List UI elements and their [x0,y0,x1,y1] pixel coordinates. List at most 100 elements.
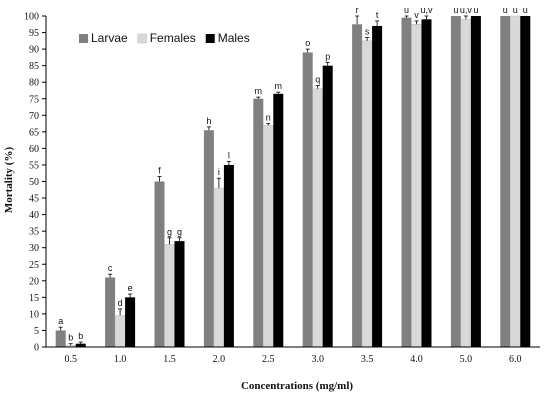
x-tick-label: 5.0 [460,354,473,365]
legend-label: Larvae [91,31,128,45]
bar-females-5.0 [460,19,472,348]
error-bar-larvae-1.0 [108,273,113,278]
y-tick-label: 30 [29,243,39,254]
y-tick-label: 55 [29,160,39,171]
x-tick-label: 0.5 [64,354,77,365]
bar-larvae-3.5 [352,24,363,348]
y-tick-label: 25 [29,260,39,271]
bar-females-2.0 [213,187,225,348]
y-axis-ticks: 0 5 10 15 20 25 30 35 40 45 50 55 60 65 70 75 80 85 90 95 10… [24,12,46,354]
x-axis-label: Concentrations (mg/ml) [241,380,353,392]
x-tick-label: 2.5 [262,354,275,365]
bar-larvae-2.5 [253,98,264,347]
bar-females-3.0 [312,88,323,348]
error-bar-females-0.5 [68,343,73,346]
letter-males-5.0: u [473,5,478,15]
legend-swatch [79,34,88,43]
letter-males-1.5: g [177,227,182,237]
legend-item-larvae: Larvae [79,31,128,45]
letter-larvae-1.0: c [108,263,113,273]
error-bar-larvae-0.5 [58,326,63,331]
y-tick-label: 90 [29,45,39,56]
bar-males-4.0 [421,19,432,348]
error-bar-females-1.0 [118,308,123,316]
y-tick-label: 15 [29,293,39,304]
error-bar-males-1.0 [128,293,133,298]
y-tick-label: 65 [29,127,39,138]
y-tick-label: 45 [29,194,39,205]
y-tick-label: 95 [29,28,39,39]
letter-males-2.5: m [275,81,283,91]
bar-larvae-1.0 [105,277,116,347]
error-bar-females-2.0 [216,177,221,189]
legend-swatch [205,34,215,43]
legend: Larvae Females Males [79,31,250,45]
bar-larvae-0.5 [55,330,66,347]
error-bar-larvae-2.5 [256,96,261,99]
bar-females-6.0 [510,15,521,348]
error-bar-males-3.0 [325,61,330,66]
letter-males-0.5: b [78,331,83,341]
y-tick-label: 5 [34,326,39,337]
y-tick-label: 40 [29,210,39,221]
y-tick-label: 70 [29,111,39,122]
bar-females-1.0 [114,315,126,348]
x-tick-label: 1.5 [163,354,176,365]
letter-females-3.5: s [365,27,370,37]
legend-label: Females [150,31,196,45]
error-bar-females-5.0 [463,15,468,20]
bar-males-1.0 [125,297,136,347]
y-tick-label: 60 [29,144,39,155]
bar-females-1.5 [164,244,175,348]
letter-females-2.5: n [266,113,271,123]
error-bar-larvae-3.5 [355,15,360,25]
bar-males-3.0 [322,65,333,348]
letter-females-3.0: q [315,75,320,85]
bar-larvae-3.0 [302,52,313,347]
letter-larvae-3.5: r [356,5,359,15]
y-tick-label: 10 [29,309,39,320]
bar-females-2.5 [263,124,274,348]
letter-larvae-2.5: m [255,86,263,96]
y-tick-label: 75 [29,94,39,105]
y-axis-label: Mortality (%) [3,147,15,214]
x-axis-ticks: 0.5 1.0 1.5 2.0 2.5 3.0 3.5 4.0 5.0 6.0 [64,354,521,365]
letter-larvae-4.0: u [404,5,409,15]
y-tick-label: 80 [29,78,39,89]
error-bar-larvae-4.0 [404,15,409,18]
x-tick-label: 1.0 [114,354,127,365]
bar-larvae-2.0 [203,130,214,347]
legend-swatch [137,33,147,44]
bar-larvae-4.0 [401,17,412,348]
x-tick-label: 6.0 [509,354,522,365]
bars [55,15,531,348]
bar-larvae-5.0 [450,16,461,347]
letter-males-3.5: t [376,10,379,20]
legend-item-males: Males [205,31,250,45]
letter-males-3.0: p [325,51,330,61]
y-tick-label: 0 [34,343,39,354]
error-bar-larvae-2.0 [206,126,211,131]
bar-males-6.0 [520,16,531,347]
letter-males-2.0: l [228,151,230,161]
error-bar-females-1.5 [167,237,172,245]
y-tick-label: 35 [29,227,39,238]
letter-females-1.0: d [118,298,123,308]
letter-males-1.0: e [128,283,133,293]
x-tick-label: 3.5 [361,354,374,365]
bar-larvae-6.0 [500,16,511,347]
bar-males-2.5 [273,93,284,347]
x-tick-label: 4.0 [410,354,423,365]
error-bar-males-4.0 [424,15,429,20]
letter-larvae-2.0: h [206,116,211,126]
letter-females-2.0: i [218,167,220,177]
bar-males-2.0 [223,164,234,347]
legend-label: Males [218,31,250,45]
error-bar-larvae-3.0 [305,48,310,53]
error-bar-males-2.5 [276,91,281,94]
y-tick-label: 20 [29,276,39,287]
letter-females-1.5: g [167,227,172,237]
letter-females-0.5: b [68,333,73,343]
